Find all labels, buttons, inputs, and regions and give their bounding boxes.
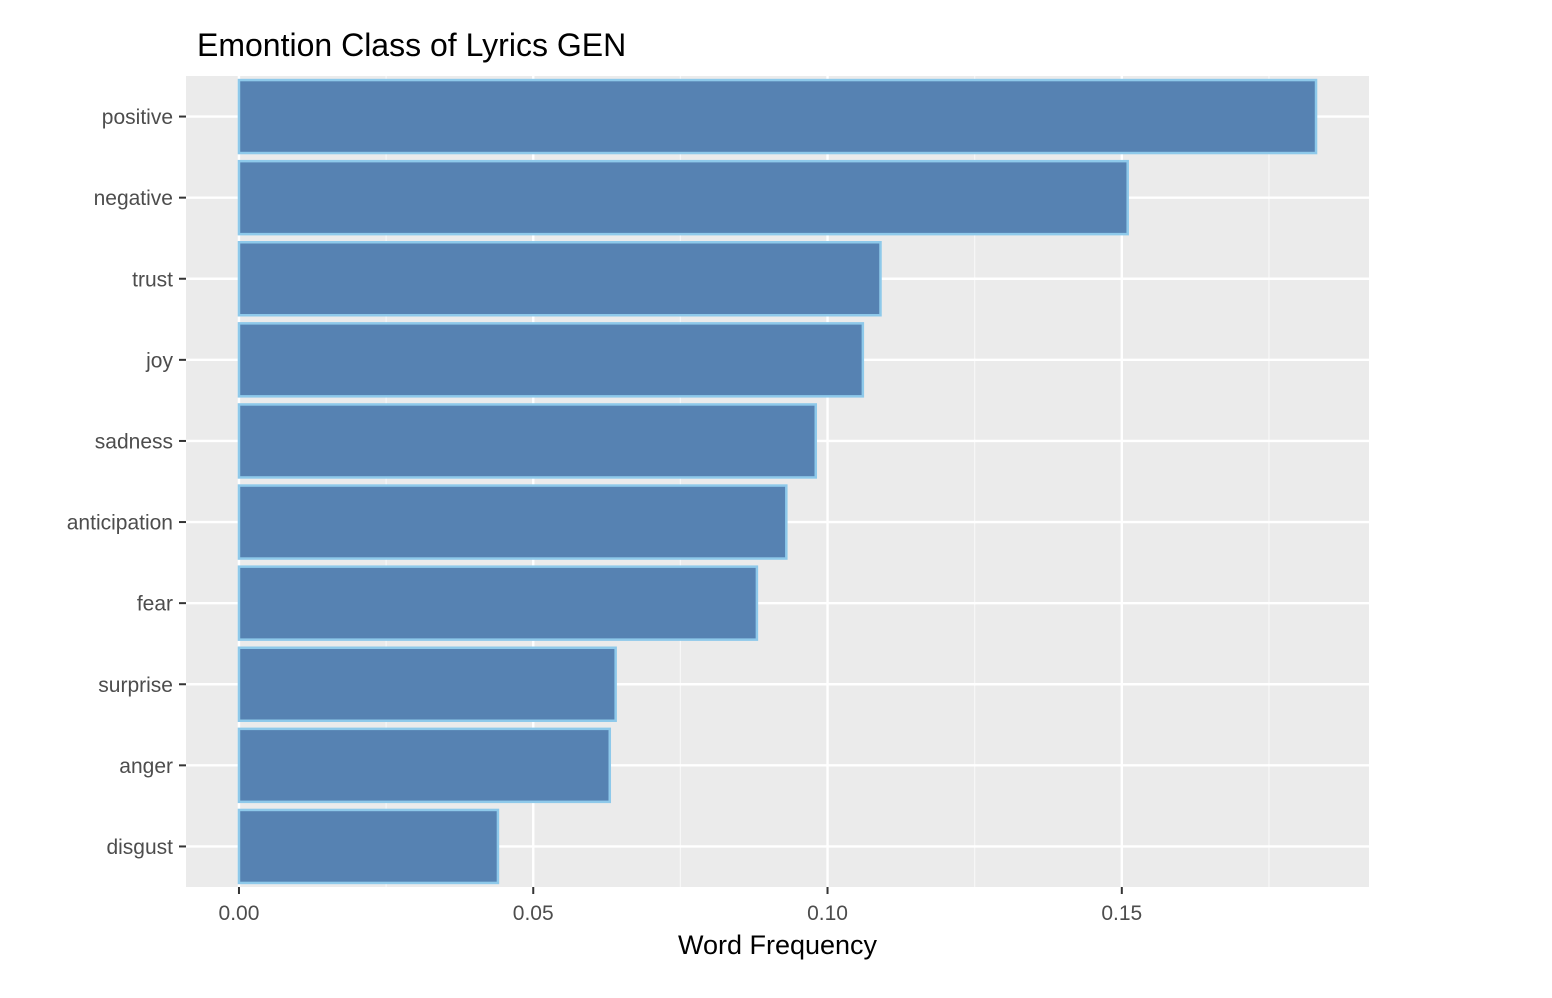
bars <box>237 78 1318 885</box>
y-tick-label: disgust <box>106 836 173 859</box>
y-axis: positive negative trust joy sadness anticipat… <box>67 106 186 859</box>
y-tick-label: positive <box>102 106 173 129</box>
bar-anger <box>237 727 612 804</box>
bar-positive <box>237 78 1318 155</box>
x-tick-label: 0.05 <box>513 902 554 925</box>
bar-trust <box>237 241 882 317</box>
y-tick-label: surprise <box>98 674 173 697</box>
y-tick-label: negative <box>94 187 173 210</box>
chart-title: Emontion Class of Lyrics GEN <box>197 27 626 63</box>
bar-surprise <box>237 646 617 722</box>
x-tick-label: 0.15 <box>1101 902 1142 925</box>
y-tick-label: fear <box>137 593 173 616</box>
x-tick-label: 0.10 <box>807 902 848 925</box>
y-tick-label: anticipation <box>67 512 173 535</box>
y-tick-label: trust <box>132 268 173 291</box>
x-axis-title: Word Frequency <box>678 930 878 960</box>
y-tick-label: anger <box>119 755 173 778</box>
x-axis: 0.00 0.05 0.10 0.15 <box>219 887 1142 925</box>
y-tick-label: sadness <box>95 430 173 453</box>
bar-anticipation <box>237 484 788 560</box>
bar-negative <box>237 159 1129 236</box>
bar-disgust <box>237 808 500 885</box>
bar-joy <box>237 322 865 398</box>
bar-sadness <box>237 403 818 479</box>
x-tick-label: 0.00 <box>219 902 260 925</box>
bar-fear <box>237 565 759 641</box>
y-tick-label: joy <box>145 349 173 372</box>
